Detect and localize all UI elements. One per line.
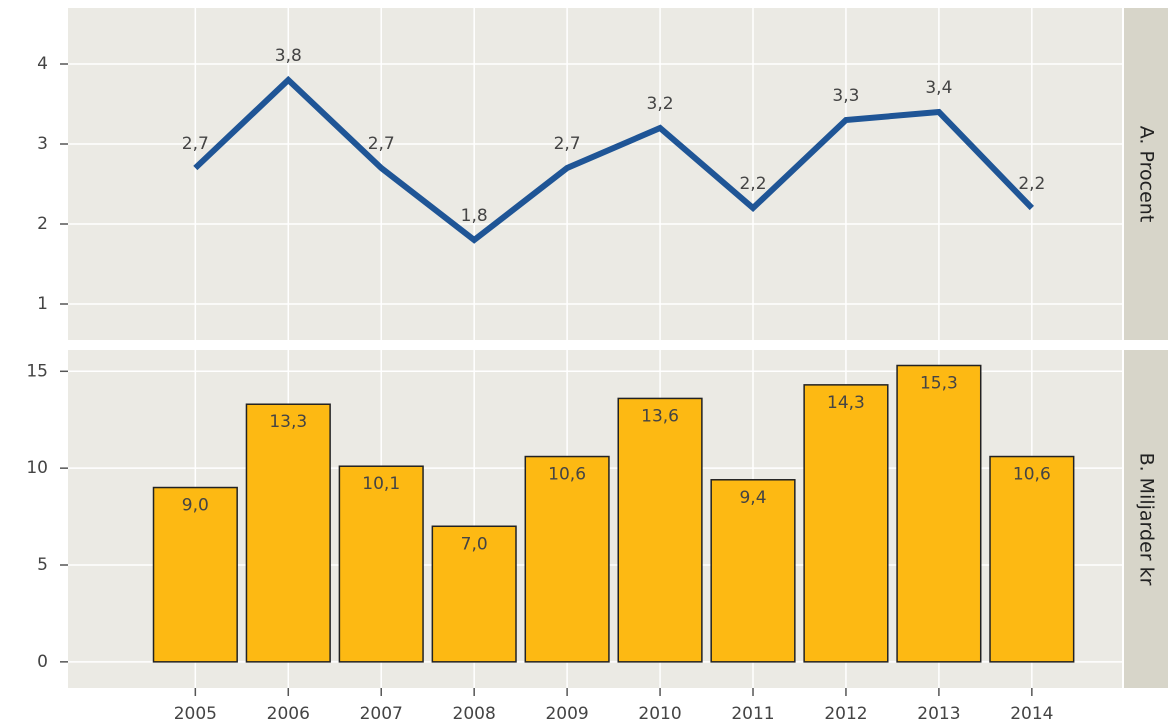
data-label: 13,6 [641,406,679,426]
data-label: 2,2 [739,174,766,194]
line [193,75,1034,244]
x-tick-label: 2008 [453,704,496,724]
bar [896,364,982,663]
data-label: 3,2 [647,94,674,114]
bar [524,455,610,663]
x-tick-label: 2007 [360,704,403,724]
bar [989,455,1075,663]
bar [431,525,517,663]
data-label: 13,3 [269,412,307,432]
data-label: 3,3 [832,86,859,106]
data-label: 2,7 [554,134,581,154]
y-tick-label: 10 [26,458,48,478]
x-tick-label: 2014 [1010,704,1053,724]
data-label: 7,0 [461,534,488,554]
data-label: 10,1 [362,474,400,494]
data-label: 10,6 [548,465,586,485]
panel-label: B. Miljarder kr [1136,453,1158,586]
panel-label: A. Procent [1136,126,1158,223]
bar [710,479,796,663]
x-tick-label: 2009 [545,704,588,724]
x-tick-label: 2012 [824,704,867,724]
x-tick-label: 2006 [267,704,310,724]
x-tick-label: 2010 [638,704,681,724]
y-tick-label: 4 [37,54,48,74]
y-tick-label: 2 [37,214,48,234]
data-label: 9,0 [182,496,209,516]
y-tick-label: 15 [26,361,48,381]
data-label: 2,7 [182,134,209,154]
y-tick-label: 5 [37,555,48,575]
panel-background [68,8,1122,340]
x-tick-label: 2005 [174,704,217,724]
data-label: 15,3 [920,373,958,393]
data-label: 14,3 [827,393,865,413]
bar [152,486,238,663]
strip [1124,350,1168,688]
data-label: 2,7 [368,134,395,154]
x-tick-label: 2011 [731,704,774,724]
data-label: 2,2 [1018,174,1045,194]
data-label: 1,8 [461,206,488,226]
bar [338,465,424,663]
data-label: 10,6 [1013,465,1051,485]
x-tick-label: 2013 [917,704,960,724]
strip [1124,8,1168,340]
bar [245,403,331,663]
y-tick-label: 0 [37,652,48,672]
data-label: 9,4 [739,488,766,508]
data-label: 3,4 [925,78,952,98]
y-tick-label: 3 [37,134,48,154]
data-label: 3,8 [275,46,302,66]
bar [617,397,703,663]
bar [803,384,889,663]
y-tick-label: 1 [37,294,48,314]
